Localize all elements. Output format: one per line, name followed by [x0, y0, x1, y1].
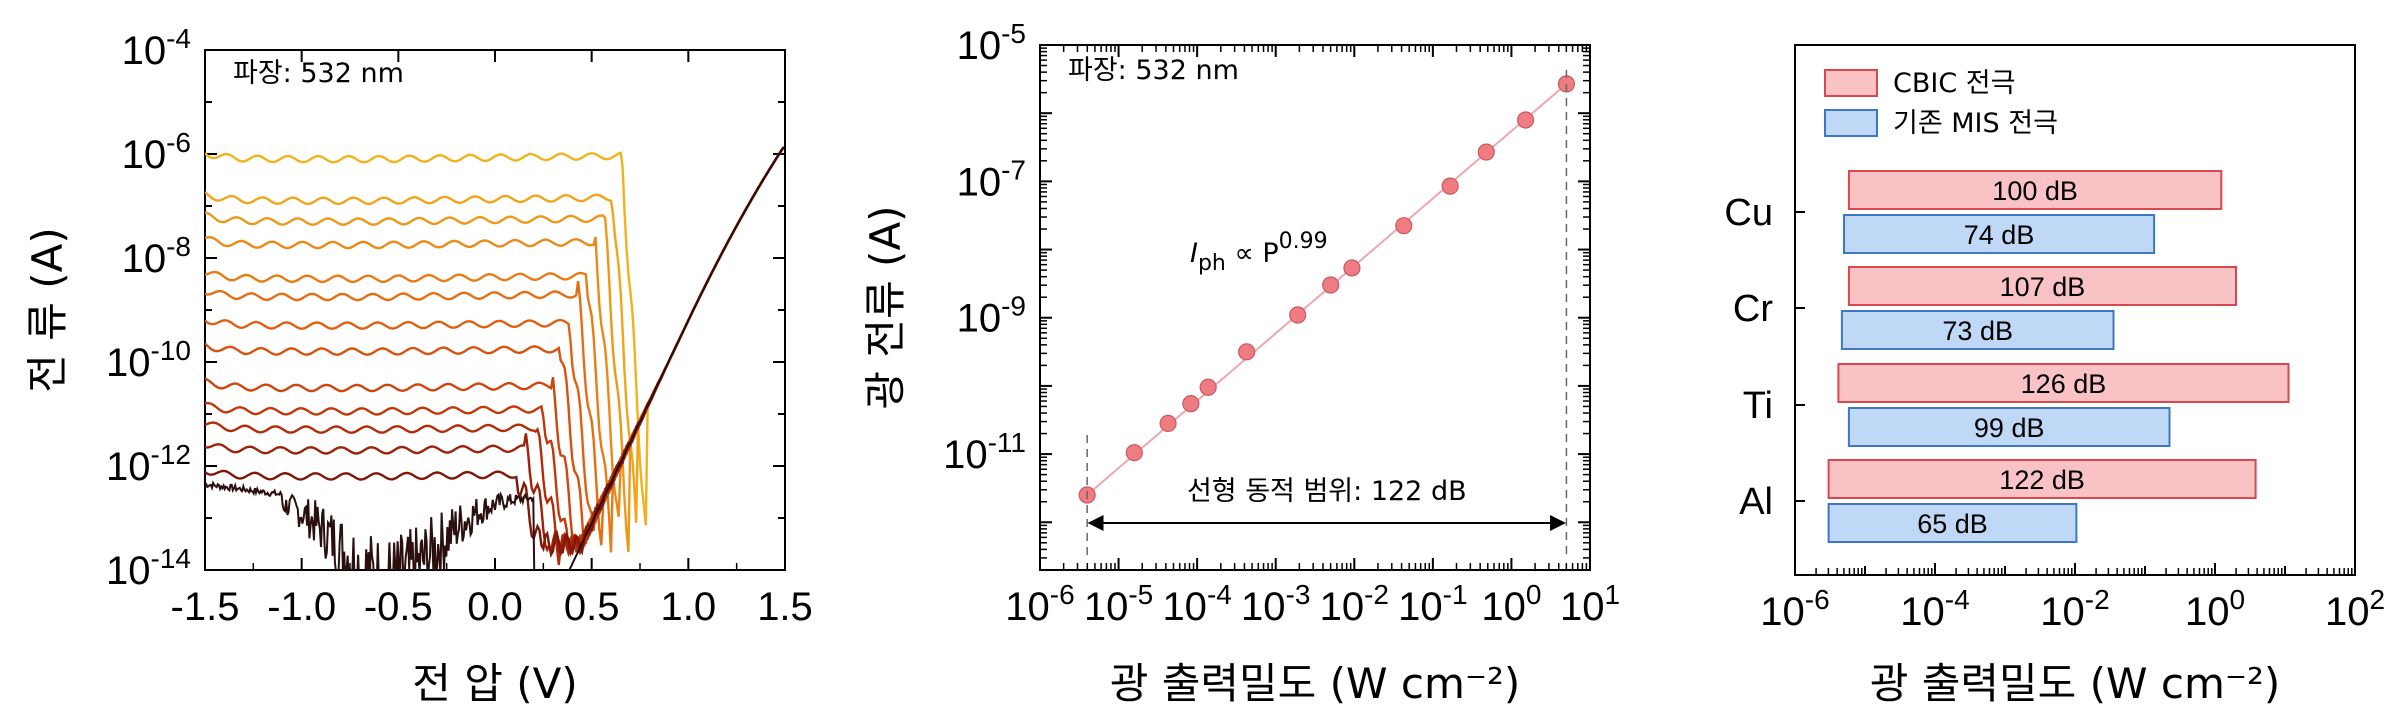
iv-dark-curve	[205, 146, 785, 570]
lin-category-label: Al	[1739, 481, 1773, 523]
pc-range-label: 선형 동적 범위: 122 dB	[1187, 476, 1467, 507]
pc-plot-frame	[1039, 44, 1591, 571]
iv-x-axis-label: 전 압 (V)	[412, 659, 577, 708]
iv-x-tick-label: -0.5	[364, 585, 433, 629]
lin-legend-label: 기존 MIS 전극	[1893, 108, 2058, 139]
pc-data-point	[1516, 111, 1535, 129]
lin-category-label: Cu	[1724, 192, 1773, 234]
iv-curves	[205, 146, 785, 570]
lin-bar-value-label: 73 dB	[1942, 316, 2013, 346]
pc-data-point	[1125, 444, 1143, 462]
iv-illuminated-curve	[205, 147, 785, 523]
iv-illuminated-curve	[205, 147, 785, 546]
lin-x-tick-label: 10-6	[1760, 584, 1829, 634]
lin-range-bar	[1847, 266, 2238, 306]
pc-x-tick-label: 10-2	[1320, 579, 1389, 629]
lin-range-bar	[1847, 170, 2223, 210]
pc-data-point	[1159, 414, 1177, 433]
iv-y-tick-label: 10-8	[122, 231, 191, 281]
iv-illuminated-curve	[205, 147, 785, 548]
lin-range-bar	[1843, 214, 2156, 254]
pc-data-point	[1322, 276, 1340, 294]
lin-legend-swatch	[1824, 69, 1878, 97]
lin-bar-value-label: 100 dB	[1992, 176, 2078, 206]
iv-y-tick-label: 10-12	[106, 439, 191, 489]
lin-range-bar	[1847, 407, 2171, 447]
lin-bar-value-label: 122 dB	[1999, 465, 2085, 495]
lin-bar-value-label: 107 dB	[2000, 272, 2086, 302]
lin-category-label: Cr	[1733, 288, 1773, 330]
lin-range-bar	[1827, 459, 2257, 499]
pc-fit-label: Iph ∝ P0.99	[1190, 229, 1328, 276]
pc-x-tick-label: 10-6	[1005, 579, 1074, 629]
pc-data-point	[1343, 259, 1361, 277]
lin-bar-value-label: 74 dB	[1964, 220, 2035, 250]
iv-wavelength-annotation: 파장: 532 nm	[233, 58, 404, 89]
lin-bar-value-label: 65 dB	[1917, 509, 1988, 539]
pc-y-axis-label: 광 전류 (A)	[861, 205, 910, 409]
iv-y-tick-label: 10-6	[122, 127, 191, 177]
iv-illuminated-curve	[205, 147, 785, 517]
pc-data-point	[1441, 177, 1459, 195]
iv-illuminated-curve	[205, 147, 785, 526]
pc-x-tick-label: 100	[1481, 579, 1541, 629]
pc-x-tick-label: 10-4	[1162, 579, 1231, 629]
pc-wavelength-annotation: 파장: 532 nm	[1068, 55, 1239, 86]
iv-x-tick-label: 0.5	[564, 585, 620, 629]
lin-range-bar	[1840, 310, 2115, 350]
pc-x-tick-label: 10-1	[1398, 579, 1467, 629]
lin-legend-swatch	[1824, 109, 1878, 137]
pc-x-axis-label: 광 출력밀도 (W cm⁻²)	[1110, 659, 1521, 708]
lin-category-label: Ti	[1743, 385, 1773, 427]
lin-bar-value-label: 99 dB	[1974, 413, 2045, 443]
pc-x-tick-label: 10-5	[1084, 579, 1153, 629]
pc-data-point	[1395, 217, 1413, 235]
pc-y-tick-label: 10-5	[957, 18, 1026, 68]
pc-data-point	[1199, 378, 1217, 396]
pc-data-point	[1477, 143, 1495, 161]
iv-y-tick-label: 10-14	[106, 543, 191, 593]
pc-data-point	[1289, 306, 1307, 324]
iv-x-tick-label: 1.5	[757, 585, 813, 629]
iv-x-tick-label: 0.0	[467, 585, 523, 629]
lin-bar-value-label: 126 dB	[2021, 369, 2107, 399]
lin-range-bar	[1837, 363, 2290, 403]
iv-x-tick-label: -1.0	[267, 585, 336, 629]
pc-y-tick-label: 10-9	[957, 291, 1026, 341]
lin-x-tick-label: 10-2	[2040, 584, 2109, 634]
iv-plot-frame	[204, 49, 786, 571]
iv-y-tick-label: 10-4	[122, 23, 191, 73]
iv-y-tick-label: 10-10	[106, 335, 191, 385]
pc-x-tick-label: 101	[1560, 579, 1620, 629]
iv-illuminated-curve	[205, 147, 785, 553]
lin-x-tick-label: 102	[2325, 584, 2385, 634]
iv-x-tick-label: -1.5	[171, 585, 240, 629]
lin-x-axis-label: 광 출력밀도 (W cm⁻²)	[1870, 659, 2281, 708]
lin-legend-label: CBIC 전극	[1893, 68, 2015, 99]
lin-x-tick-label: 10-4	[1900, 584, 1969, 634]
pc-y-tick-label: 10-11	[943, 427, 1026, 477]
iv-illuminated-curve	[205, 147, 785, 548]
lin-range-bar	[1827, 503, 2078, 543]
lin-x-tick-label: 100	[2185, 584, 2245, 634]
iv-y-axis-label: 전 류 (A)	[23, 227, 72, 392]
pc-y-tick-label: 10-7	[957, 154, 1026, 204]
pc-x-tick-label: 10-3	[1241, 579, 1310, 629]
pc-data-point	[1182, 395, 1200, 413]
iv-x-tick-label: 1.0	[661, 585, 717, 629]
pc-data-point	[1238, 343, 1256, 361]
